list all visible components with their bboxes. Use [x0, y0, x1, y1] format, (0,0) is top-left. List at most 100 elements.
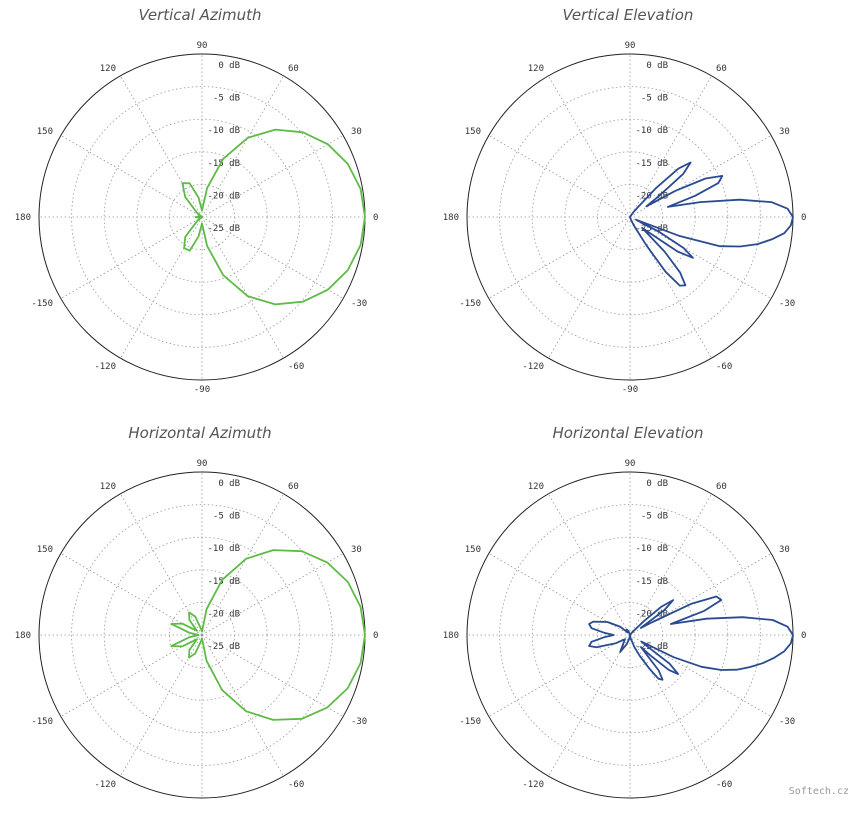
angle-tick-label: -60: [288, 362, 304, 372]
grid-spoke: [548, 216, 631, 359]
grid-spoke: [120, 493, 203, 636]
radial-tick-label: -25 dB: [207, 642, 240, 652]
angle-tick-label: 0: [373, 213, 378, 223]
grid-spoke: [201, 216, 284, 359]
angle-tick-label: -60: [716, 780, 732, 790]
angle-tick-label: 30: [779, 545, 790, 555]
grid-spoke: [201, 634, 284, 777]
radial-tick-label: -10 dB: [635, 544, 668, 554]
grid-spoke: [548, 75, 631, 218]
grid-spoke: [60, 135, 203, 218]
grid-spoke: [120, 634, 203, 777]
radial-tick-label: -25 dB: [207, 224, 240, 234]
pattern-series-line: [170, 549, 366, 721]
grid-spoke: [629, 216, 772, 299]
radial-tick-label: -10 dB: [635, 126, 668, 136]
grid-spoke: [629, 75, 712, 218]
chart-title: Horizontal Elevation: [552, 424, 704, 442]
angle-tick-label: 180: [15, 631, 31, 641]
radial-tick-label: -15 dB: [207, 577, 240, 587]
grid-spoke: [629, 634, 712, 777]
angle-tick-label: -120: [522, 362, 544, 372]
grid-ring: [103, 118, 301, 316]
radial-tick-label: -20 dB: [207, 609, 240, 619]
radial-tick-label: -5 dB: [641, 94, 668, 104]
angle-tick-label: 180: [443, 213, 459, 223]
angle-tick-label: -30: [351, 717, 367, 727]
radial-tick-label: -5 dB: [213, 512, 240, 522]
grid-ring: [531, 118, 729, 316]
grid-ring: [103, 536, 301, 734]
radial-tick-label: -10 dB: [207, 126, 240, 136]
grid-spoke: [488, 135, 631, 218]
angle-tick-label: -150: [31, 717, 53, 727]
angle-tick-label: 120: [528, 64, 544, 74]
grid-spoke: [629, 553, 772, 636]
angle-tick-label: -90: [194, 385, 210, 395]
angle-tick-label: 180: [443, 631, 459, 641]
chart-title: Vertical Elevation: [562, 6, 694, 24]
grid-spoke: [201, 493, 284, 636]
angle-tick-label: 150: [465, 127, 481, 137]
grid-spoke: [60, 216, 203, 299]
radial-tick-label: 0 dB: [646, 479, 668, 489]
radial-tick-label: 0 dB: [218, 479, 240, 489]
grid-spoke: [629, 135, 772, 218]
chart-title: Vertical Azimuth: [138, 6, 262, 24]
radial-tick-label: -15 dB: [635, 577, 668, 587]
angle-tick-label: 120: [100, 64, 116, 74]
grid-spoke: [120, 216, 203, 359]
angle-tick-label: 90: [197, 459, 208, 469]
radial-tick-label: -10 dB: [207, 544, 240, 554]
angle-tick-label: 90: [197, 41, 208, 51]
angle-tick-label: 30: [351, 545, 362, 555]
grid-spoke: [201, 135, 344, 218]
radial-tick-label: -15 dB: [635, 159, 668, 169]
angle-tick-label: 30: [779, 127, 790, 137]
grid-spoke: [548, 493, 631, 636]
angle-tick-label: -120: [94, 780, 116, 790]
grid-spoke: [629, 634, 772, 717]
grid-spoke: [548, 634, 631, 777]
angle-tick-label: -60: [288, 780, 304, 790]
angle-tick-label: -30: [351, 299, 367, 309]
angle-tick-label: 60: [716, 64, 727, 74]
angle-tick-label: 150: [37, 127, 53, 137]
angle-tick-label: 90: [625, 459, 636, 469]
angle-tick-label: 180: [15, 213, 31, 223]
angle-tick-label: -30: [779, 717, 795, 727]
angle-tick-label: -150: [459, 717, 481, 727]
watermark-text: Softech.cz: [788, 786, 849, 797]
angle-tick-label: -60: [716, 362, 732, 372]
radial-tick-label: -15 dB: [207, 159, 240, 169]
grid-spoke: [60, 553, 203, 636]
angle-tick-label: -120: [522, 780, 544, 790]
angle-tick-label: 60: [288, 64, 299, 74]
radial-tick-label: -5 dB: [641, 512, 668, 522]
angle-tick-label: 60: [288, 482, 299, 492]
grid-spoke: [201, 216, 344, 299]
grid-spoke: [120, 75, 203, 218]
angle-tick-label: 120: [100, 482, 116, 492]
grid-spoke: [629, 493, 712, 636]
angle-tick-label: 0: [801, 213, 806, 223]
angle-tick-label: -90: [622, 385, 638, 395]
grid-spoke: [629, 216, 712, 359]
angle-tick-label: 60: [716, 482, 727, 492]
chart-panel-vertical-elevation: Vertical Elevation 0 30 60 90 120 150 180 -150 -…: [428, 0, 855, 400]
grid-ring: [531, 536, 729, 734]
grid-spoke: [488, 216, 631, 299]
grid-spoke: [488, 553, 631, 636]
grid-spoke: [60, 634, 203, 717]
angle-tick-label: 150: [465, 545, 481, 555]
pattern-series-line: [629, 161, 794, 287]
angle-tick-label: -150: [31, 299, 53, 309]
angle-tick-label: 120: [528, 482, 544, 492]
grid-spoke: [201, 634, 344, 717]
pattern-series-line: [181, 128, 366, 306]
chart-panel-horizontal-azimuth: Horizontal Azimuth 0 30 60 90 120 150 180 -150 -…: [0, 418, 427, 818]
